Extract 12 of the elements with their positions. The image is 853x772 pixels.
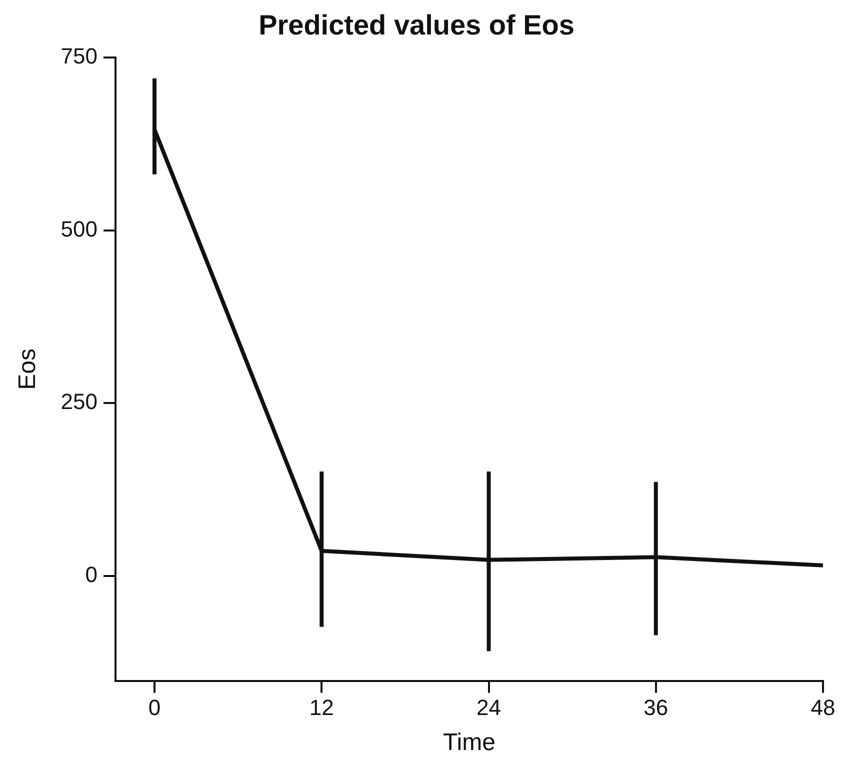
x-axis-title: Time xyxy=(443,729,496,756)
y-axis-title: Eos xyxy=(14,348,42,390)
chart-title: Predicted values of Eos xyxy=(258,10,574,41)
x-tick-label: 12 xyxy=(309,695,334,720)
y-tick-label: 0 xyxy=(85,562,98,587)
x-tick-label: 0 xyxy=(148,695,161,720)
x-tick-label: 24 xyxy=(476,695,501,720)
x-tick-label: 48 xyxy=(810,695,836,720)
y-tick-label: 250 xyxy=(60,389,98,414)
x-tick-label: 36 xyxy=(644,695,668,720)
y-tick-label: 750 xyxy=(60,44,98,69)
y-tick-label: 500 xyxy=(60,216,98,242)
